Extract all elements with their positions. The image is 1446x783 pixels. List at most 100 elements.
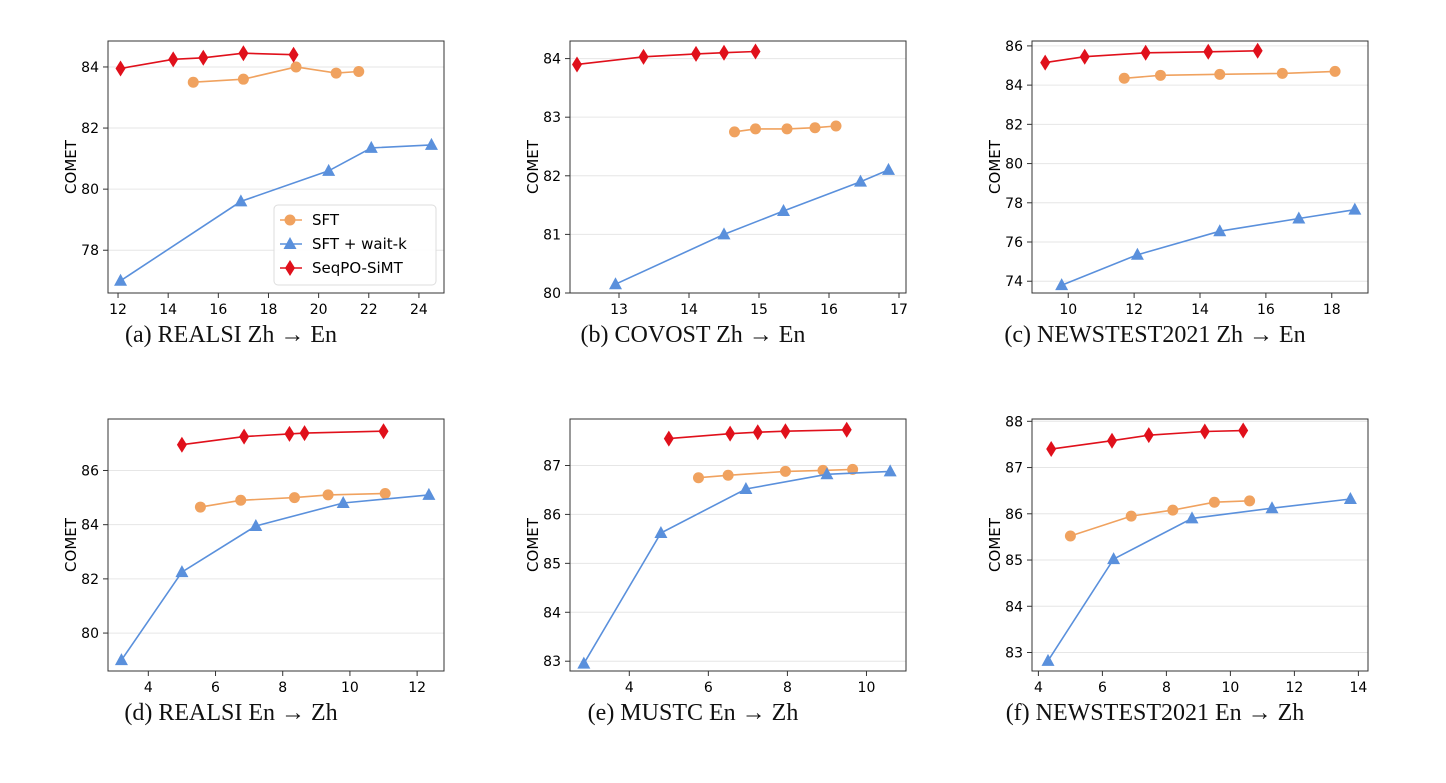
y-tick-label: 82 — [81, 121, 99, 137]
sft-wait-k-point — [1041, 653, 1055, 666]
sft-wait-k-line — [583, 470, 891, 665]
sft-wait-k-line — [120, 494, 429, 661]
sft-wait-k-point — [1185, 511, 1199, 524]
sft-wait-k-point — [114, 273, 128, 286]
chart-e: 83 84 85 86 87 4 6 8 10 AL COMET — [524, 418, 907, 698]
y-tick-label: 78 — [81, 243, 99, 259]
plot-frame — [569, 40, 907, 294]
sft-point — [750, 123, 761, 135]
y-tick-label: 78 — [1005, 196, 1023, 212]
sft-wait-k-point — [854, 174, 867, 187]
sft-line — [1070, 500, 1250, 537]
y-tick-label: 86 — [543, 507, 561, 523]
seqpo-simt-point — [725, 425, 736, 442]
x-tick-label: 6 — [211, 680, 220, 696]
x-tick-label: 10 — [341, 680, 359, 696]
sft-wait-k-point — [322, 163, 336, 176]
caption-a: (a) REALSI Zh → En — [125, 322, 337, 348]
sft-point — [379, 488, 391, 500]
seqpo-simt-point — [638, 48, 649, 65]
seqpo-simt-point — [1079, 48, 1090, 65]
seqpo-simt-point — [115, 60, 126, 77]
plot-frame — [569, 418, 907, 672]
x-axis-label: AL — [729, 317, 748, 320]
y-tick-label: 84 — [543, 52, 561, 68]
chart-d: 80 82 84 86 4 6 8 10 12 AL COMET — [62, 418, 445, 698]
sft-wait-k-point — [577, 656, 591, 669]
seqpo-simt-point — [378, 423, 389, 440]
sft-wait-k-line — [1047, 498, 1351, 662]
sft-wait-k-point — [234, 194, 248, 207]
seqpo-simt-point — [198, 49, 209, 66]
sft-wait-k-point — [364, 140, 378, 153]
sft-point — [1329, 65, 1341, 77]
x-tick-label: 24 — [410, 302, 428, 318]
x-tick-label: 14 — [1349, 680, 1367, 696]
caption-f: (f) NEWSTEST2021 En → Zh — [1005, 700, 1305, 726]
sft-point — [290, 61, 302, 73]
seqpo-simt-point — [663, 430, 674, 447]
sft-point — [722, 469, 734, 481]
x-tick-label: 8 — [1162, 680, 1171, 696]
y-tick-label: 87 — [543, 458, 561, 474]
sft-wait-k-point — [820, 467, 834, 480]
y-tick-label: 88 — [1005, 414, 1023, 430]
plot-frame — [107, 40, 445, 294]
y-tick-label: 86 — [81, 463, 99, 479]
sft-point — [1208, 496, 1220, 508]
x-tick-label: 12 — [1285, 680, 1303, 696]
x-tick-label: 14 — [159, 302, 177, 318]
sft-wait-k-point — [175, 565, 189, 578]
x-tick-label: 22 — [360, 302, 378, 318]
panel-b: 80 81 82 83 84 13 14 15 16 17 AL COMET (b) COVOST Z… — [462, 20, 924, 380]
plot-frame — [107, 418, 445, 672]
sft-point — [809, 122, 821, 134]
x-tick-label: 6 — [1098, 680, 1107, 696]
seqpo-simt-point — [168, 51, 179, 68]
legend-label: SFT + wait-k — [312, 235, 407, 253]
x-tick-label: 18 — [260, 302, 278, 318]
y-axis-label: COMET — [524, 517, 542, 572]
sft-point — [781, 123, 793, 135]
seqpo-simt-point — [299, 425, 310, 442]
sft-point — [237, 73, 249, 85]
sft-wait-k-point — [422, 487, 436, 500]
legend-label: SFT — [312, 211, 340, 229]
x-axis-label: AL — [267, 695, 286, 698]
seqpo-simt-line — [576, 50, 756, 66]
caption-c: (c) NEWSTEST2021 Zh → En — [1004, 322, 1306, 348]
sft-wait-k-point — [1130, 247, 1144, 260]
seqpo-simt-point — [1238, 422, 1249, 439]
seqpo-simt-point — [1199, 423, 1210, 440]
panel-c: 74 76 78 80 82 84 86 10 12 14 16 18 AL COMET (c) NEWS… — [924, 20, 1386, 380]
x-tick-label: 13 — [610, 302, 628, 318]
sft-point — [1244, 495, 1256, 507]
x-tick-label: 20 — [310, 302, 328, 318]
sft-point — [779, 465, 791, 477]
y-axis-label: COMET — [524, 139, 542, 194]
seqpo-simt-point — [750, 43, 761, 60]
sft-point — [194, 501, 206, 513]
chart-b: 80 81 82 83 84 13 14 15 16 17 AL COMET — [524, 40, 908, 320]
sft-wait-k-point — [1107, 552, 1121, 565]
x-tick-label: 16 — [209, 302, 227, 318]
seqpo-simt-point — [719, 44, 729, 61]
x-tick-label: 12 — [1125, 302, 1143, 318]
sft-wait-k-point — [777, 203, 790, 216]
sft-wait-k-point — [609, 277, 622, 290]
y-tick-label: 83 — [543, 654, 561, 670]
sft-point — [187, 76, 199, 88]
x-tick-label: 10 — [1221, 680, 1239, 696]
y-tick-label: 82 — [543, 169, 561, 185]
sft-point — [288, 492, 300, 504]
y-tick-label: 83 — [543, 110, 561, 126]
sft-point — [330, 67, 342, 79]
x-tick-label: 4 — [1034, 680, 1043, 696]
y-tick-label: 80 — [81, 626, 99, 642]
y-tick-label: 80 — [81, 182, 99, 198]
x-tick-label: 18 — [1323, 302, 1341, 318]
x-tick-label: 12 — [408, 680, 426, 696]
x-tick-label: 17 — [890, 302, 908, 318]
seqpo-simt-point — [176, 436, 187, 453]
panel-f: 83 84 85 86 87 88 4 6 8 10 12 14 AL COMET (f) NEWSTES… — [924, 398, 1386, 758]
